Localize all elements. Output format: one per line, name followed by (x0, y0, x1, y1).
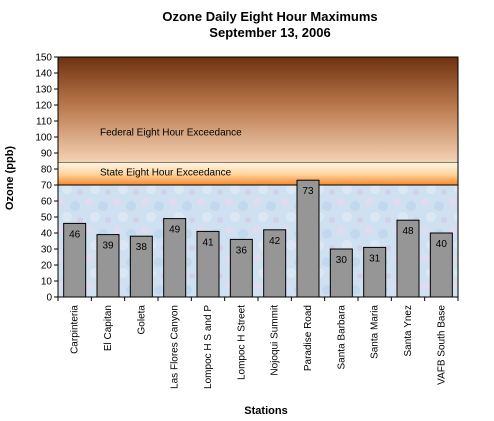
x-axis: Carpinteria El Capitan Goleta Las Flores Ca… (57, 296, 459, 389)
x-category-label: Carpinteria (70, 305, 81, 354)
x-category-label: El Capitan (103, 305, 114, 351)
y-tick-label: 110 (36, 117, 52, 128)
x-category-label: Santa Barbara (336, 305, 347, 370)
bar-value-label: 41 (202, 237, 214, 248)
y-tick-label: 120 (35, 101, 52, 112)
bar-value-label: 38 (136, 242, 148, 253)
y-tick-label: 100 (35, 133, 52, 144)
y-tick-label: 0 (46, 293, 52, 304)
y-axis: 0 10 20 30 40 50 60 70 80 90 100 110 120 130 140 150 (35, 53, 59, 304)
bar-value-label: 49 (169, 225, 181, 236)
y-tick-label: 80 (41, 165, 53, 176)
x-category-label: Santa Ynez (403, 305, 414, 357)
plot-area: Federal Eight Hour Exceedance State Eight… (57, 56, 459, 298)
x-category-label: VAFB South Base (436, 305, 447, 385)
bars: 46 39 38 49 41 36 42 73 30 31 48 40 (63, 179, 453, 298)
bar (296, 179, 320, 298)
bar-value-label: 39 (102, 241, 114, 252)
bar-value-label: 31 (369, 253, 381, 264)
bar-value-label: 36 (236, 245, 248, 256)
bar-value-label: 40 (436, 239, 448, 250)
exceedance-band (58, 162, 458, 185)
band-label: State Eight Hour Exceedance (100, 167, 232, 178)
x-category-label: Santa Maria (370, 305, 381, 359)
x-axis-title: Stations (244, 405, 287, 417)
y-tick-label: 140 (35, 69, 52, 80)
y-tick-label: 70 (41, 181, 53, 192)
x-category-label: Lompoc H S and P (203, 305, 214, 389)
bar-value-label: 73 (302, 186, 314, 197)
y-axis-title: Ozone (ppb) (4, 146, 16, 210)
y-tick-label: 60 (41, 197, 53, 208)
x-category-label: Nojoqui Summit (270, 305, 281, 376)
bar-value-label: 48 (402, 226, 414, 237)
y-tick-label: 40 (41, 229, 53, 240)
x-category-label: Las Flores Canyon (170, 305, 181, 389)
bar-value-label: 42 (269, 236, 281, 247)
y-tick-label: 10 (41, 277, 53, 288)
x-category-label: Lompoc H Street (236, 305, 247, 380)
chart-title: Ozone Daily Eight Hour Maximums (162, 9, 377, 24)
y-tick-label: 20 (41, 261, 53, 272)
y-tick-label: 30 (41, 245, 53, 256)
bar-value-label: 46 (69, 229, 81, 240)
y-tick-label: 90 (41, 149, 53, 160)
plot-background (58, 185, 458, 297)
y-tick-label: 50 (41, 213, 53, 224)
y-tick-label: 130 (35, 85, 52, 96)
x-category-label: Paradise Road (303, 305, 314, 371)
y-tick-label: 150 (35, 53, 52, 64)
bar-value-label: 30 (336, 255, 348, 266)
band-label: Federal Eight Hour Exceedance (100, 127, 242, 138)
chart-subtitle: September 13, 2006 (209, 25, 330, 40)
x-category-label: Goleta (136, 305, 147, 335)
exceedance-band (58, 57, 458, 163)
